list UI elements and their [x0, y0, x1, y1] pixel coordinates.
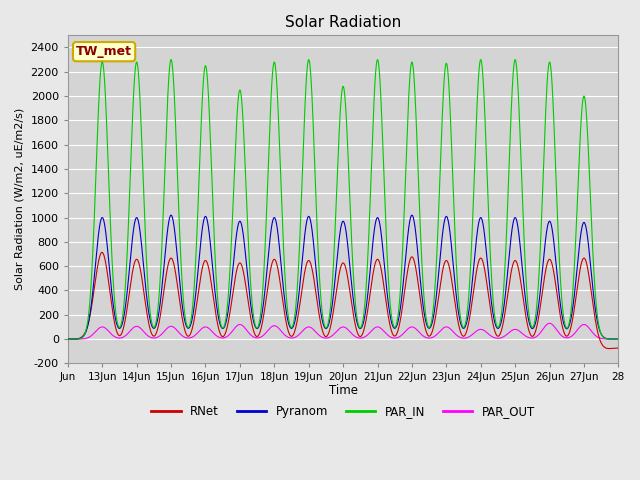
- Legend: RNet, Pyranom, PAR_IN, PAR_OUT: RNet, Pyranom, PAR_IN, PAR_OUT: [147, 401, 540, 423]
- Title: Solar Radiation: Solar Radiation: [285, 15, 401, 30]
- Text: TW_met: TW_met: [76, 45, 132, 58]
- Y-axis label: Solar Radiation (W/m2, uE/m2/s): Solar Radiation (W/m2, uE/m2/s): [15, 108, 25, 290]
- X-axis label: Time: Time: [328, 384, 358, 397]
